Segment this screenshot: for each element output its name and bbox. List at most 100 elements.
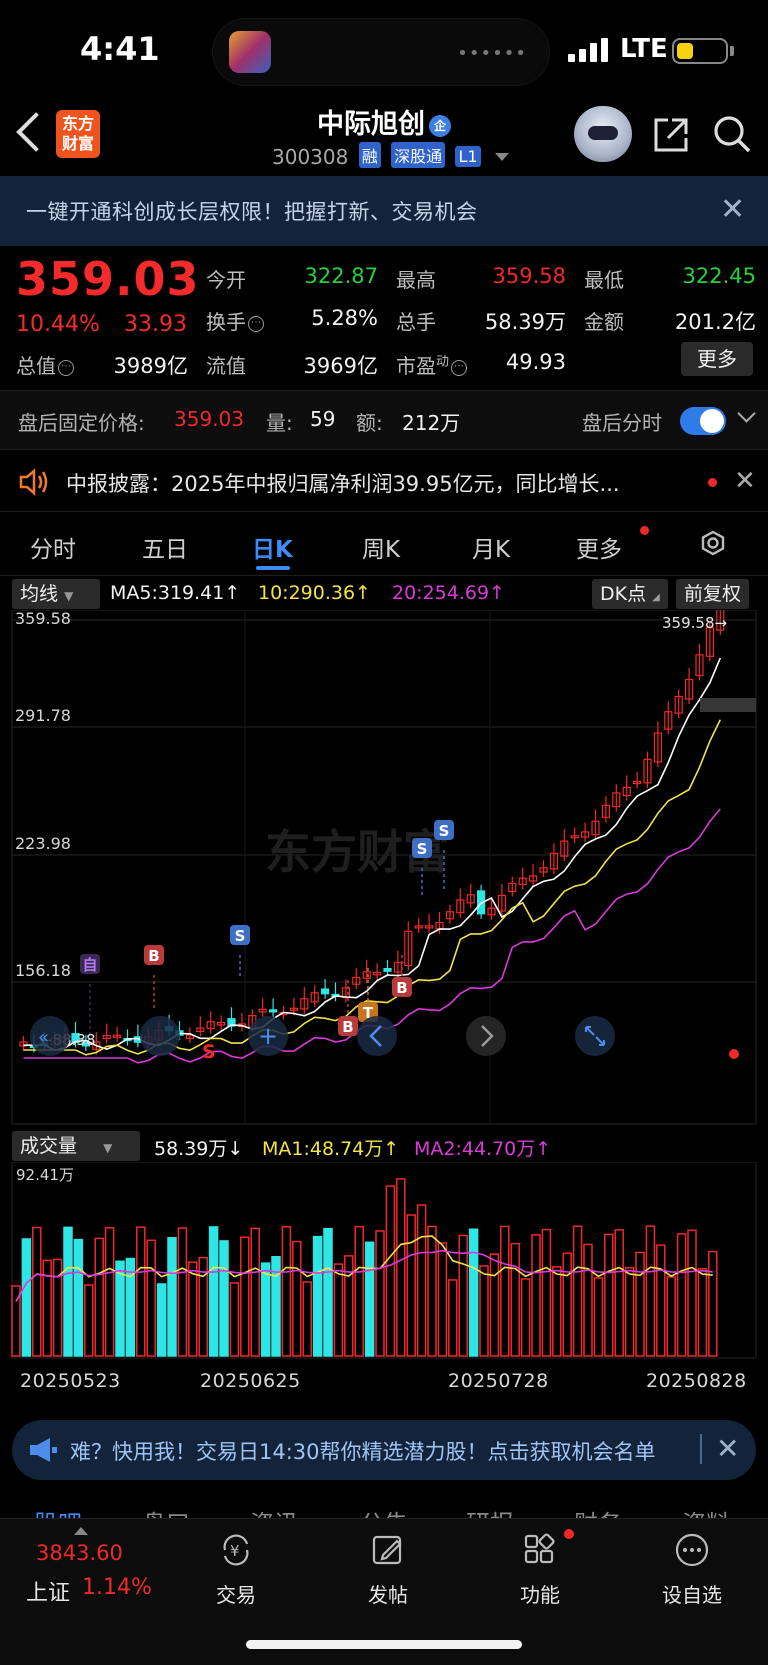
signal-label: 自 [82,956,97,974]
stock-subtitle[interactable]: 300308 融 深股通 L1 [272,142,509,169]
ai-promo-bar[interactable]: 难？快用我！交易日14:30帮你精选潜力股！点击获取机会名单 ✕ [12,1420,756,1480]
tab-daily-k[interactable]: 日K [252,537,293,563]
pan-right-icon [466,1016,506,1056]
adjust-button[interactable]: 前复权 [676,579,750,609]
chevron-down-icon[interactable] [494,153,509,161]
dk-point-button[interactable]: DK点 ◢ [592,579,668,609]
promo-banner[interactable]: 一键开通科创成长层权限！把握打新、交易机会 ✕ [0,176,768,246]
candle [653,732,663,763]
fixed-price-value: 359.03 [174,407,244,431]
index-name[interactable]: 上证 [26,1581,71,1606]
candle [560,840,569,857]
gear-icon[interactable] [698,528,728,558]
volume-bar [406,1214,416,1357]
tab-weekly-k[interactable]: 周K [362,537,401,563]
chevron-up-icon[interactable] [74,1527,88,1535]
market-cap-label[interactable]: 总值 ⋯ [16,350,74,379]
candle [269,1009,278,1013]
volume-bar [198,1256,208,1357]
candle [612,792,621,808]
stock-name: 中际旭创企 [0,102,768,141]
volume-bar [208,1226,219,1357]
fixed-price-label: 盘后固定价格: [18,411,145,435]
nav-post[interactable]: 发帖 [338,1531,438,1608]
volume-indicator-select[interactable]: 成交量 ▼ [12,1131,140,1161]
turnover-label[interactable]: 换手 ⋯ [206,306,264,335]
live-activity-app-icon[interactable] [229,31,271,73]
date-axis: 20250523 20250625 20250728 20250828 [0,1362,768,1402]
candle [466,894,475,904]
ma5-value: MA5:319.41↑ [110,582,241,604]
close-icon[interactable]: ✕ [734,466,756,496]
market-cap-value: 3989亿 [113,354,188,378]
close-icon[interactable]: ✕ [716,1432,740,1465]
volume-bar [125,1257,136,1357]
volume-ma2-line [15,1249,713,1302]
search-icon[interactable] [712,114,752,154]
volume-bar [94,1237,104,1357]
notice-bar[interactable]: 中报披露：2025年中报归属净利润39.95亿元，同比增长... ✕ [0,452,768,512]
volume-bar [552,1266,562,1357]
candle [362,971,371,979]
after-vol-value: 59 [310,407,336,431]
speaker-icon [19,468,48,496]
tab-monthly-k[interactable]: 月K [472,537,511,563]
info-icon: ⋯ [248,316,264,332]
signal-label: S [235,927,246,945]
volume-value: 58.39万↓ [154,1138,244,1160]
volume-bar [468,1228,479,1357]
status-time: 4:41 [80,30,160,68]
volume-bar [302,1281,312,1357]
more-circle-icon [675,1533,709,1567]
live-dot [729,1049,739,1059]
app-logo[interactable]: 东方 财富 [56,110,100,158]
more-button[interactable]: 更多 [681,342,753,376]
low-label: 最低 [584,268,624,292]
turnover-value: 5.28% [311,306,378,330]
signal-badge [434,820,454,840]
candle [674,695,683,714]
svg-text:+: + [258,1022,278,1050]
nav-add-watchlist[interactable]: 设自选 [642,1531,742,1608]
minus-icon [140,1016,180,1056]
volume-chart[interactable]: 92.41万 [0,1162,768,1362]
pe-value: 49.93 [505,350,566,374]
candle [539,867,548,873]
candle [508,882,517,893]
nav-trade[interactable]: ¥ 交易 [186,1531,286,1608]
index-value[interactable]: 3843.60 [36,1541,123,1565]
index-change[interactable]: 1.14% [82,1575,152,1600]
indicator-select[interactable]: 均线 ▼ [12,579,100,609]
volume-bar [167,1237,177,1357]
volume-ma2: MA2:44.70万↑ [414,1138,552,1160]
pe-label[interactable]: 市盈动 ⋯ [396,350,468,379]
amount-value: 201.2亿 [674,310,756,334]
after-vol-label: 量: [266,411,293,435]
candle [518,877,527,885]
unread-dot [708,478,717,487]
notice-text[interactable]: 中报披露：2025年中报归属净利润39.95亿元，同比增长... [66,472,620,496]
nav-functions[interactable]: 功能 [490,1529,590,1608]
chevron-down-icon[interactable] [737,404,756,423]
battery-icon [672,38,728,64]
home-indicator[interactable] [246,1640,522,1649]
close-icon[interactable]: ✕ [720,192,746,227]
after-hours-toggle[interactable] [680,407,726,435]
tab-five-day[interactable]: 五日 [142,537,188,563]
tab-timeshare[interactable]: 分时 [30,537,76,563]
info-icon: ⋯ [451,360,468,376]
candle [102,1035,111,1040]
volume-bar [84,1284,94,1357]
share-icon[interactable] [652,116,690,154]
ai-assistant-avatar[interactable] [574,106,632,162]
date-label: 20250625 [200,1370,301,1392]
volume-bar [115,1260,125,1357]
banner-text[interactable]: 一键开通科创成长层权限！把握打新、交易机会 [26,200,478,224]
volume-toolbar: 成交量 ▼ 58.39万↓ MA1:48.74万↑ MA2:44.70万↑ [0,1130,768,1162]
ma-toolbar: 均线 ▼ MA5:319.41↑ 10:290.36↑ 20:254.69↑ D… [0,578,768,610]
tab-more[interactable]: 更多 [576,537,622,563]
volume-bar [271,1256,281,1357]
promo-text[interactable]: 难？快用我！交易日14:30帮你精选潜力股！点击获取机会名单 [70,1440,656,1464]
